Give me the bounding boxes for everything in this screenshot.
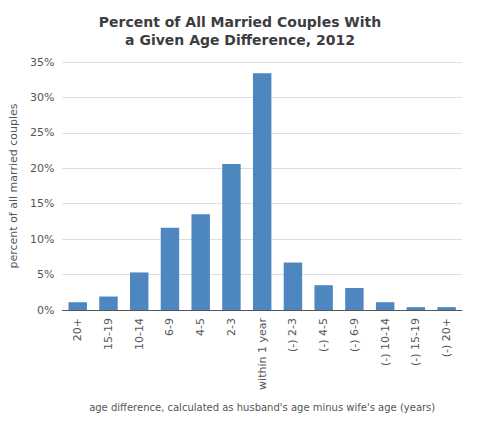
svg-text:(-) 10-14: (-) 10-14 (379, 318, 392, 366)
svg-text:(-) 6-9: (-) 6-9 (348, 318, 361, 352)
svg-text:a Given Age Difference, 2012: a Given Age Difference, 2012 (125, 32, 355, 48)
svg-text:4-5: 4-5 (194, 318, 207, 336)
svg-text:(-) 20+: (-) 20+ (440, 318, 453, 357)
svg-text:age difference, calculated as: age difference, calculated as husband's … (89, 402, 435, 413)
svg-text:10-14: 10-14 (133, 318, 146, 350)
svg-text:percent of all married couples: percent of all married couples (7, 103, 20, 268)
svg-text:15-19: 15-19 (102, 318, 115, 350)
svg-text:6-9: 6-9 (163, 318, 176, 336)
svg-text:(-) 15-19: (-) 15-19 (409, 318, 422, 366)
svg-text:0%: 0% (37, 304, 54, 317)
svg-text:10%: 10% (30, 233, 54, 246)
svg-text:25%: 25% (30, 126, 54, 139)
svg-text:20%: 20% (30, 162, 54, 175)
svg-text:(-) 2-3: (-) 2-3 (286, 318, 299, 352)
svg-text:15%: 15% (30, 197, 54, 210)
svg-text:2-3: 2-3 (225, 318, 238, 336)
svg-text:20+: 20+ (71, 318, 84, 341)
svg-text:(-) 4-5: (-) 4-5 (317, 318, 330, 352)
svg-text:30%: 30% (30, 91, 54, 104)
svg-text:5%: 5% (37, 268, 54, 281)
svg-text:35%: 35% (30, 56, 54, 69)
svg-text:Percent of All Married Couples: Percent of All Married Couples With (99, 14, 382, 30)
svg-text:within 1 year: within 1 year (256, 318, 269, 390)
